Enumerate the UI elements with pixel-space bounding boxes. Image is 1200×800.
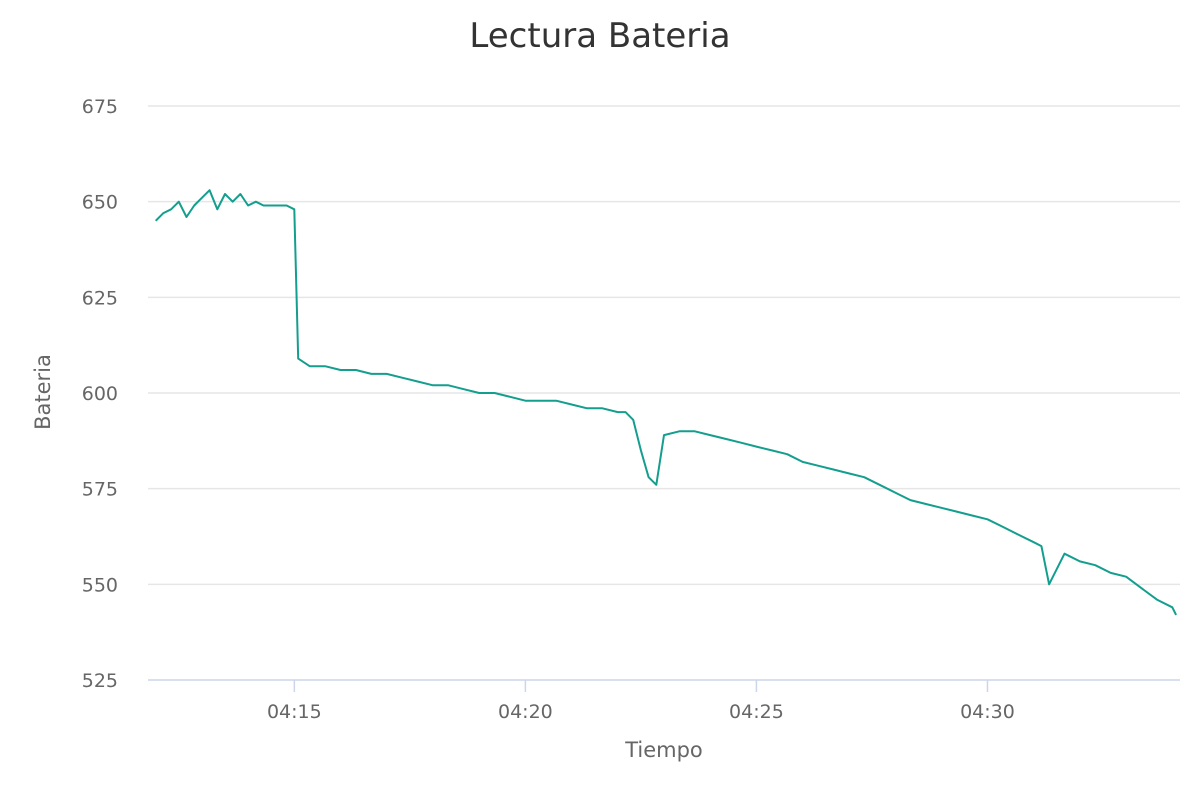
y-tick-label: 675 xyxy=(82,96,118,118)
x-tick-label: 04:20 xyxy=(498,701,553,723)
x-tick-label: 04:15 xyxy=(267,701,322,723)
x-axis-ticks: 04:15 04:20 04:25 04:30 xyxy=(267,680,1015,723)
x-tick-label: 04:30 xyxy=(960,701,1015,723)
y-axis-ticks: 525 550 575 600 625 650 675 xyxy=(82,96,118,692)
y-tick-label: 600 xyxy=(82,383,118,405)
grid xyxy=(148,105,1180,586)
y-axis-title: Bateria xyxy=(31,354,55,430)
x-axis-title: Tiempo xyxy=(624,738,703,762)
y-tick-label: 575 xyxy=(82,479,118,501)
y-tick-label: 650 xyxy=(82,192,118,214)
battery-series-line xyxy=(154,189,1177,616)
chart-title: Lectura Bateria xyxy=(469,16,730,56)
y-tick-label: 550 xyxy=(82,574,118,596)
y-tick-label: 625 xyxy=(82,287,118,309)
y-tick-label: 525 xyxy=(82,670,118,692)
x-tick-label: 04:25 xyxy=(729,701,784,723)
